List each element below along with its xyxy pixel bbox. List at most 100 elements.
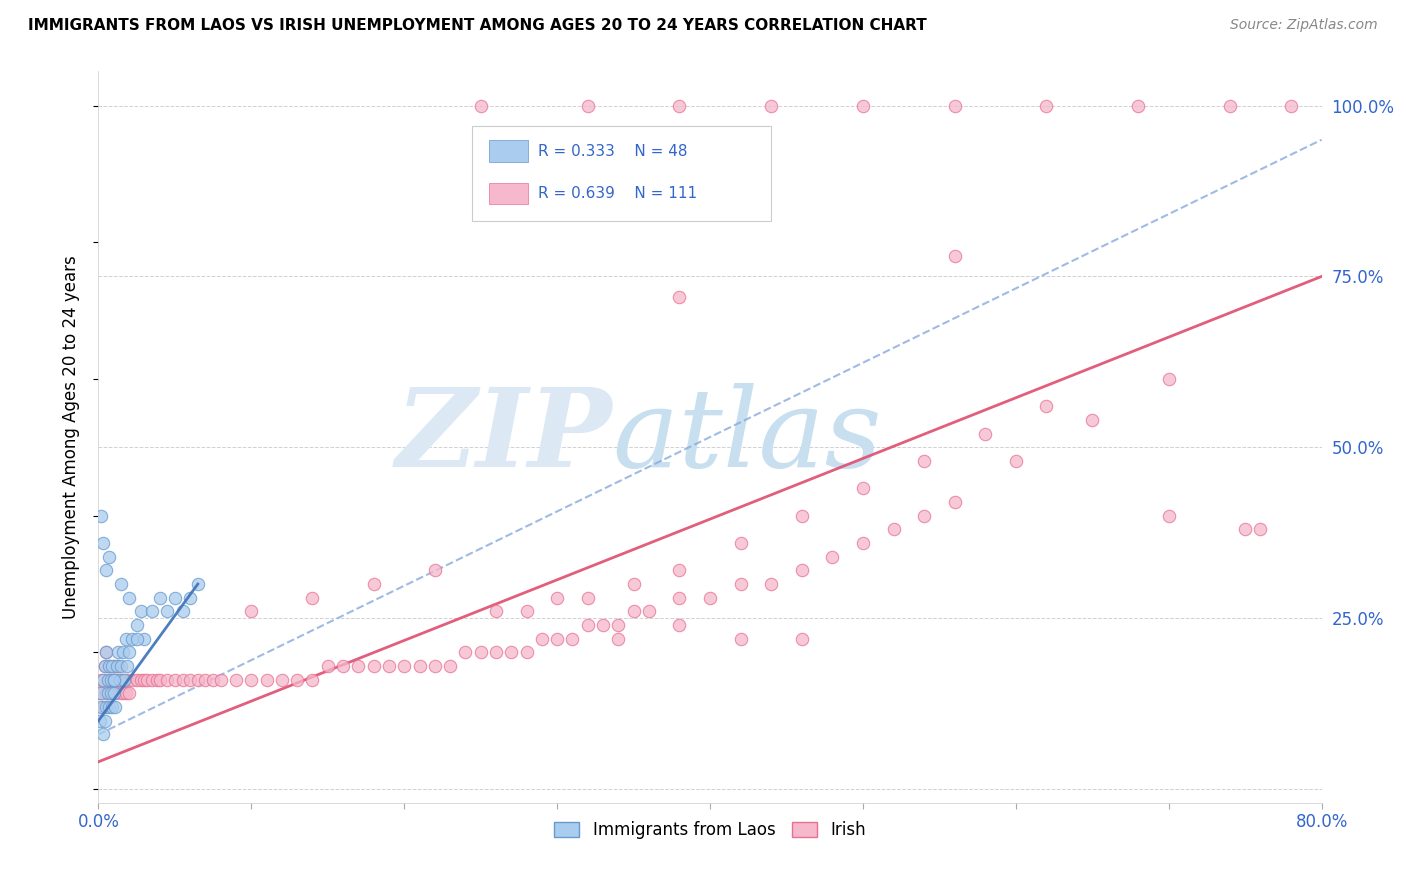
Point [149, 673, 172, 687]
Point [110, 673, 132, 687]
Point [240, 673, 263, 687]
Point [104, 700, 127, 714]
Point [100, 673, 122, 687]
Point [883, 522, 905, 536]
Point [93, 714, 115, 728]
Point [270, 673, 292, 687]
Point [790, 508, 813, 523]
Point [607, 632, 630, 646]
Point [943, 98, 966, 112]
Text: R = 0.639    N = 111: R = 0.639 N = 111 [537, 186, 697, 201]
Point [187, 673, 209, 687]
Point [209, 673, 232, 687]
Point [115, 686, 138, 700]
Point [530, 632, 553, 646]
Point [100, 686, 122, 700]
Point [363, 659, 385, 673]
Point [256, 673, 278, 687]
Point [112, 673, 135, 687]
Point [561, 632, 583, 646]
Point [118, 645, 141, 659]
Point [91, 700, 114, 714]
Point [470, 98, 492, 112]
Point [1279, 98, 1302, 112]
Point [852, 481, 875, 495]
Point [97, 673, 120, 687]
Point [156, 673, 179, 687]
Point [110, 659, 132, 673]
Point [111, 686, 134, 700]
Point [97, 673, 120, 687]
Point [121, 673, 143, 687]
Point [607, 618, 630, 632]
Point [240, 604, 263, 618]
Point [98, 549, 121, 564]
Point [108, 673, 131, 687]
Point [149, 591, 172, 605]
Point [94, 686, 117, 700]
Point [163, 591, 186, 605]
Point [470, 645, 492, 659]
Point [141, 604, 163, 618]
Point [129, 604, 152, 618]
Point [101, 700, 124, 714]
Text: IMMIGRANTS FROM LAOS VS IRISH UNEMPLOYMENT AMONG AGES 20 TO 24 YEARS CORRELATION: IMMIGRANTS FROM LAOS VS IRISH UNEMPLOYME… [28, 18, 927, 33]
Point [1249, 522, 1271, 536]
Point [107, 659, 129, 673]
Point [1035, 98, 1057, 112]
Point [699, 591, 721, 605]
Point [105, 659, 128, 673]
Point [89, 714, 111, 728]
Point [91, 673, 114, 687]
Point [103, 673, 125, 687]
Point [117, 659, 139, 673]
Point [1035, 400, 1057, 414]
Point [485, 604, 508, 618]
Point [347, 659, 370, 673]
Point [730, 536, 752, 550]
Point [225, 673, 247, 687]
Point [668, 591, 690, 605]
Point [91, 536, 114, 550]
Point [363, 577, 385, 591]
Point [179, 673, 201, 687]
Text: atlas: atlas [612, 384, 882, 491]
Point [730, 577, 752, 591]
Point [202, 673, 225, 687]
Point [179, 591, 201, 605]
Point [546, 591, 568, 605]
Point [156, 604, 179, 618]
Point [439, 659, 461, 673]
Point [943, 495, 966, 509]
Point [112, 673, 135, 687]
Text: Source: ZipAtlas.com: Source: ZipAtlas.com [1230, 18, 1378, 32]
Point [668, 563, 690, 577]
Point [423, 563, 446, 577]
Point [668, 290, 690, 304]
Point [516, 645, 538, 659]
Point [129, 673, 152, 687]
Point [90, 700, 112, 714]
Point [759, 98, 782, 112]
Point [94, 645, 117, 659]
Point [94, 700, 117, 714]
Point [134, 673, 156, 687]
Point [1234, 522, 1257, 536]
Point [93, 659, 115, 673]
Point [852, 98, 875, 112]
Point [1128, 98, 1150, 112]
Point [576, 591, 599, 605]
Point [1081, 413, 1104, 427]
Point [98, 659, 121, 673]
Point [172, 604, 194, 618]
Text: ZIP: ZIP [395, 384, 612, 491]
Point [1157, 372, 1180, 386]
Point [107, 645, 129, 659]
Legend: Immigrants from Laos, Irish: Immigrants from Laos, Irish [547, 814, 873, 846]
Point [105, 673, 128, 687]
FancyBboxPatch shape [471, 126, 772, 221]
Point [117, 673, 139, 687]
Point [852, 536, 875, 550]
Point [111, 645, 134, 659]
Point [378, 659, 401, 673]
